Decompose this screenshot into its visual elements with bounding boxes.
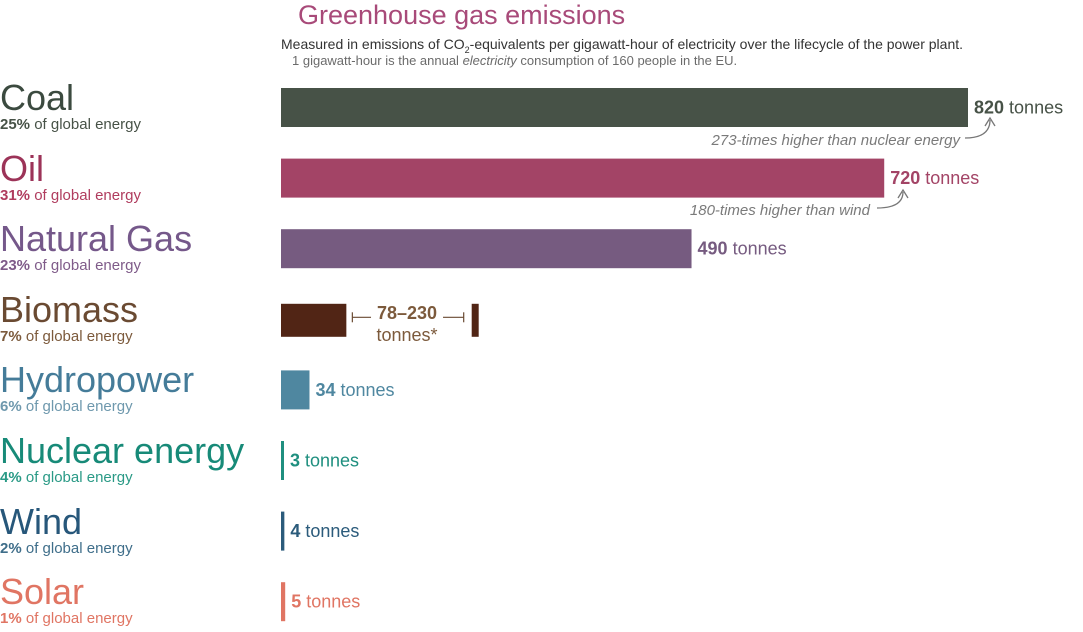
category-share: 23% of global energy — [0, 257, 141, 275]
annotation-coal: 273-times higher than nuclear energy — [711, 132, 962, 149]
category-name: Solar — [0, 571, 85, 613]
value-label-wind: 4 tonnes — [290, 521, 359, 541]
value-unit-biomass: tonnes* — [376, 325, 437, 345]
subtitle-note-after: consumption of 160 people in the EU. — [516, 53, 738, 68]
bar-biomass-max-marker — [471, 303, 479, 337]
category-name: Coal — [0, 77, 75, 118]
bar-coal — [281, 88, 968, 127]
category-share: 25% of global energy — [0, 116, 141, 133]
category-name: Natural Gas — [0, 218, 193, 260]
range-label-bg — [371, 305, 444, 320]
value-label-oil: 720 tonnes — [890, 168, 979, 188]
category-name: Oil — [0, 147, 44, 189]
annotation-arrowhead-oil — [897, 188, 909, 199]
category-share: 2% of global energy — [0, 539, 133, 557]
value-label-natural-gas: 490 tonnes — [698, 239, 787, 259]
value-label-hydropower: 34 tonnes — [315, 380, 394, 400]
category-share: 4% of global energy — [0, 469, 133, 486]
bar-wind — [281, 511, 285, 551]
annotation-arrow-coal — [964, 119, 991, 139]
value-label-solar: 5 tonnes — [291, 592, 360, 612]
bar-hydropower — [281, 370, 310, 410]
category-label-wind: Wind 2% of global energy — [0, 500, 280, 557]
category-label-solar: Solar 1% of global energy — [0, 571, 280, 628]
category-share: 6% of global energy — [0, 398, 133, 416]
value-label-biomass: 78–230 — [377, 303, 437, 323]
bar-solar — [281, 582, 286, 622]
category-label-natural-gas: Natural Gas 23% of global energy — [0, 218, 280, 275]
chart-subtitle: Measured in emissions of CO2-equivalents… — [281, 36, 964, 55]
category-label-hydropower: Hydropower 6% of global energy — [0, 359, 280, 416]
annotation-arrowhead-coal — [984, 116, 996, 127]
bar-biomass-min — [281, 303, 347, 337]
annotation-arrow-oil — [876, 191, 904, 209]
value-label-nuclear-energy: 3 tonnes — [290, 451, 359, 471]
bar-oil — [281, 158, 885, 198]
subtitle-note-italic: electricity — [462, 53, 517, 68]
category-name: Biomass — [0, 288, 139, 330]
bar-natural-gas — [281, 229, 692, 269]
chart-subtitle-note: 1 gigawatt-hour is the annual electricit… — [292, 53, 737, 68]
bar-nuclear-energy — [281, 441, 284, 480]
value-label-coal: 820 tonnes — [974, 98, 1063, 118]
category-label-biomass: Biomass 7% of global energy — [0, 288, 280, 345]
category-share: 1% of global energy — [0, 610, 133, 628]
category-name: Nuclear energy — [0, 430, 245, 471]
subtitle-note-before: 1 gigawatt-hour is the annual — [292, 53, 463, 68]
category-name: Hydropower — [0, 359, 195, 401]
annotation-oil: 180-times higher than wind — [690, 202, 871, 219]
category-label-coal: Coal 25% of global energy — [0, 77, 280, 134]
category-share: 7% of global energy — [0, 327, 133, 345]
chart-title: Greenhouse gas emissions — [298, 0, 626, 30]
category-share: 31% of global energy — [0, 186, 141, 204]
category-label-nuclear-energy: Nuclear energy 4% of global energy — [0, 430, 280, 487]
category-label-oil: Oil 31% of global energy — [0, 147, 280, 204]
category-name: Wind — [0, 500, 83, 542]
